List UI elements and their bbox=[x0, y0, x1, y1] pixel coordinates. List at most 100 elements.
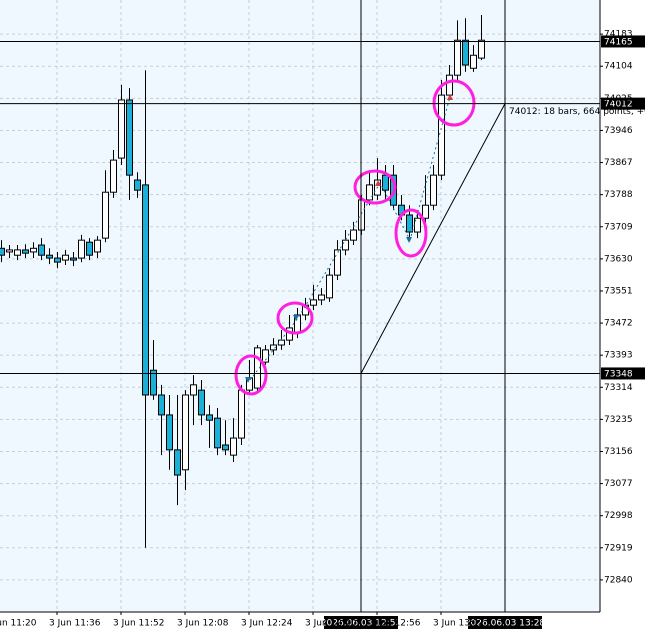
candle-body bbox=[174, 449, 181, 476]
highlight-circle bbox=[234, 354, 268, 396]
candle-body bbox=[70, 257, 77, 261]
trade-path bbox=[249, 96, 451, 381]
price-label: 74012 bbox=[604, 100, 633, 110]
candle-body bbox=[222, 444, 229, 451]
price-label-box bbox=[601, 367, 645, 380]
x-tick-label: 3 Jun 12:08 bbox=[177, 619, 229, 629]
candle-body bbox=[342, 239, 349, 251]
candle-body bbox=[278, 339, 285, 346]
candle-body bbox=[38, 244, 45, 256]
candle-body bbox=[334, 249, 341, 276]
candle-body bbox=[430, 174, 437, 206]
price-label: 73348 bbox=[604, 369, 633, 379]
y-tick-label: 73551 bbox=[604, 286, 633, 296]
x-tick-label: 3 Jun 12:56 bbox=[369, 619, 421, 629]
candle-body bbox=[478, 39, 485, 59]
y-tick-label: 73709 bbox=[604, 222, 633, 232]
time-label: 2026.06.03 12:52 bbox=[321, 619, 401, 629]
y-tick-label: 73472 bbox=[604, 319, 633, 329]
y-tick-label: 72998 bbox=[604, 511, 633, 521]
y-tick-label: 74025 bbox=[604, 94, 633, 104]
candle-body bbox=[94, 239, 101, 253]
candle-body bbox=[446, 74, 453, 96]
x-tick-label: 3 Jun 12:40 bbox=[305, 619, 357, 629]
x-tick-label: 3 Jun 11:52 bbox=[113, 619, 164, 629]
y-tick-label: 74104 bbox=[604, 62, 633, 72]
buy-arrow bbox=[406, 237, 412, 243]
plot-background bbox=[0, 0, 600, 612]
candle-body bbox=[462, 39, 469, 66]
x-tick-label: 3 Jun 11:20 bbox=[0, 619, 37, 629]
time-label-box bbox=[324, 616, 398, 629]
x-tick-label: 3 Jun 11:36 bbox=[49, 619, 101, 629]
x-tick-label: 3 Jun 12:24 bbox=[241, 619, 293, 629]
candle-body bbox=[470, 54, 477, 69]
y-tick-label: 72840 bbox=[604, 575, 633, 585]
candles bbox=[0, 15, 485, 548]
time-label: 2026.06.03 13:28 bbox=[465, 619, 546, 629]
candle-body bbox=[406, 214, 413, 233]
sell-arrow bbox=[375, 180, 381, 186]
candle-body bbox=[142, 184, 149, 396]
candle-body bbox=[326, 274, 333, 299]
candle-body bbox=[134, 179, 141, 191]
y-tick-label: 73867 bbox=[604, 158, 633, 168]
candle-body bbox=[62, 254, 69, 261]
candle-body bbox=[214, 417, 221, 449]
y-tick-label: 72919 bbox=[604, 543, 633, 553]
y-tick-label: 73393 bbox=[604, 351, 633, 361]
candle-body bbox=[118, 99, 125, 159]
candle-body bbox=[270, 344, 277, 351]
y-tick-label: 73156 bbox=[604, 447, 633, 457]
price-label-box bbox=[601, 97, 645, 110]
highlight-circle bbox=[276, 301, 314, 335]
y-tick-label: 74183 bbox=[604, 30, 633, 40]
candle-body bbox=[86, 241, 93, 256]
candle-body bbox=[422, 204, 429, 219]
candle-body bbox=[206, 414, 213, 421]
candle-body bbox=[0, 247, 5, 256]
y-tick-label: 73314 bbox=[604, 383, 633, 393]
buy-arrow bbox=[245, 377, 251, 383]
y-tick-label: 73235 bbox=[604, 415, 633, 425]
candle-body bbox=[182, 394, 189, 471]
x-tick-label: 3 Jun 13:12 bbox=[433, 619, 484, 629]
buy-arrow bbox=[293, 315, 299, 321]
price-label-box bbox=[601, 35, 645, 48]
y-tick-label: 73788 bbox=[604, 190, 633, 200]
y-tick-label: 73077 bbox=[604, 479, 633, 489]
highlight-circle bbox=[394, 208, 428, 258]
candle-body bbox=[310, 299, 317, 306]
price-label: 74165 bbox=[604, 37, 633, 47]
candle-body bbox=[110, 159, 117, 193]
candle-body bbox=[254, 347, 261, 389]
candle-body bbox=[238, 389, 245, 439]
annotations bbox=[234, 79, 476, 396]
candle-body bbox=[54, 257, 61, 263]
candle-body bbox=[190, 384, 197, 396]
candle-body bbox=[14, 249, 21, 256]
candle-body bbox=[166, 414, 173, 451]
sell-arrow bbox=[447, 94, 453, 100]
highlight-circle bbox=[353, 169, 397, 205]
candle-body bbox=[150, 369, 157, 396]
candle-body bbox=[382, 174, 389, 191]
y-tick-label: 73946 bbox=[604, 126, 633, 136]
candle-body bbox=[30, 247, 37, 253]
candle-body bbox=[126, 99, 133, 176]
y-tick-label: 73630 bbox=[604, 254, 633, 264]
candle-body bbox=[438, 94, 445, 176]
candle-body bbox=[6, 249, 13, 253]
candle-body bbox=[454, 39, 461, 76]
candle-body bbox=[230, 437, 237, 456]
trend-line bbox=[360, 103, 506, 374]
candle-body bbox=[350, 229, 357, 241]
candle-body bbox=[102, 191, 109, 239]
candle-body bbox=[46, 254, 53, 259]
highlight-circle bbox=[432, 79, 476, 127]
grid bbox=[0, 0, 600, 612]
candle-body bbox=[78, 239, 85, 259]
